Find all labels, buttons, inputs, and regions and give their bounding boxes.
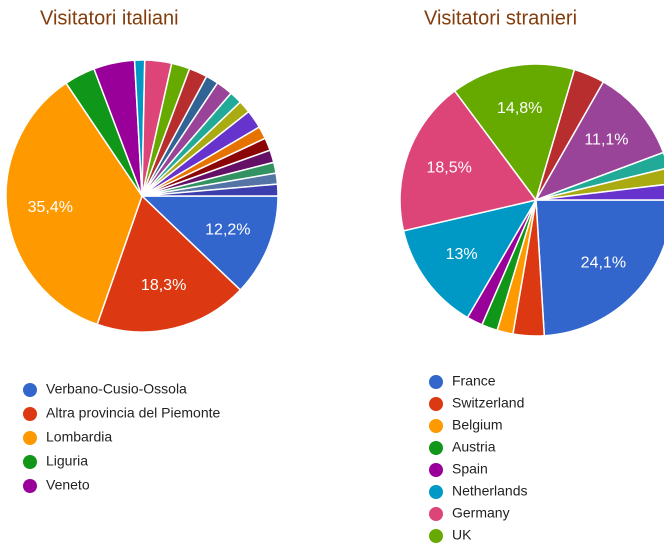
legend-swatch (429, 441, 443, 455)
pie-slice (535, 199, 664, 337)
legend-label: Spain (452, 461, 488, 477)
slice-label: 14,8% (497, 100, 542, 117)
legend-swatch (429, 529, 443, 543)
legend-swatch (23, 407, 37, 421)
legend-label: Altra provincia del Piemonte (46, 405, 221, 421)
legend-label: Veneto (46, 477, 90, 493)
slice-label: 35,4% (28, 199, 73, 216)
slice-label: 11,1% (584, 131, 628, 148)
pie-slice (402, 198, 538, 319)
legend-swatch (23, 383, 37, 397)
legend-label: Verbano-Cusio-Ossola (46, 381, 187, 397)
slice-label: 12,2% (205, 222, 250, 239)
legend-swatch (429, 397, 443, 411)
pie-slice (535, 151, 664, 201)
slice-label: 18,3% (141, 277, 186, 294)
legend-label: Austria (452, 439, 496, 455)
legend-swatch (429, 485, 443, 499)
legend-swatch (23, 431, 37, 445)
legend-swatch (23, 455, 37, 469)
pie-slice (453, 63, 576, 202)
chart-title: Visitatori italiani (40, 7, 179, 29)
legend-label: Netherlands (452, 483, 528, 499)
legend-swatch (429, 375, 443, 389)
slice-label: 24,1% (581, 255, 626, 272)
slice-label: 13% (446, 246, 478, 263)
pie-slice (534, 80, 664, 202)
legend-label: Germany (452, 505, 510, 521)
legend-swatch (429, 507, 443, 521)
legend-label: Lombardia (46, 429, 112, 445)
pie-slice (140, 195, 279, 292)
legend-swatch (23, 479, 37, 493)
pie-slice (535, 168, 664, 201)
legend-label: Belgium (452, 417, 503, 433)
pie-slice (535, 183, 664, 201)
legend-swatch (429, 463, 443, 477)
legend-label: France (452, 373, 496, 389)
pie-slice (5, 82, 143, 326)
chart-title: Visitatori stranieri (424, 7, 577, 29)
pie-slice (96, 194, 242, 333)
legend-label: UK (452, 527, 472, 543)
pie-slice (141, 183, 279, 197)
slice-label: 18,5% (426, 159, 471, 176)
legend-swatch (429, 419, 443, 433)
pie-slice (399, 89, 538, 232)
legend-label: Liguria (46, 453, 88, 469)
legend-label: Switzerland (452, 395, 524, 411)
